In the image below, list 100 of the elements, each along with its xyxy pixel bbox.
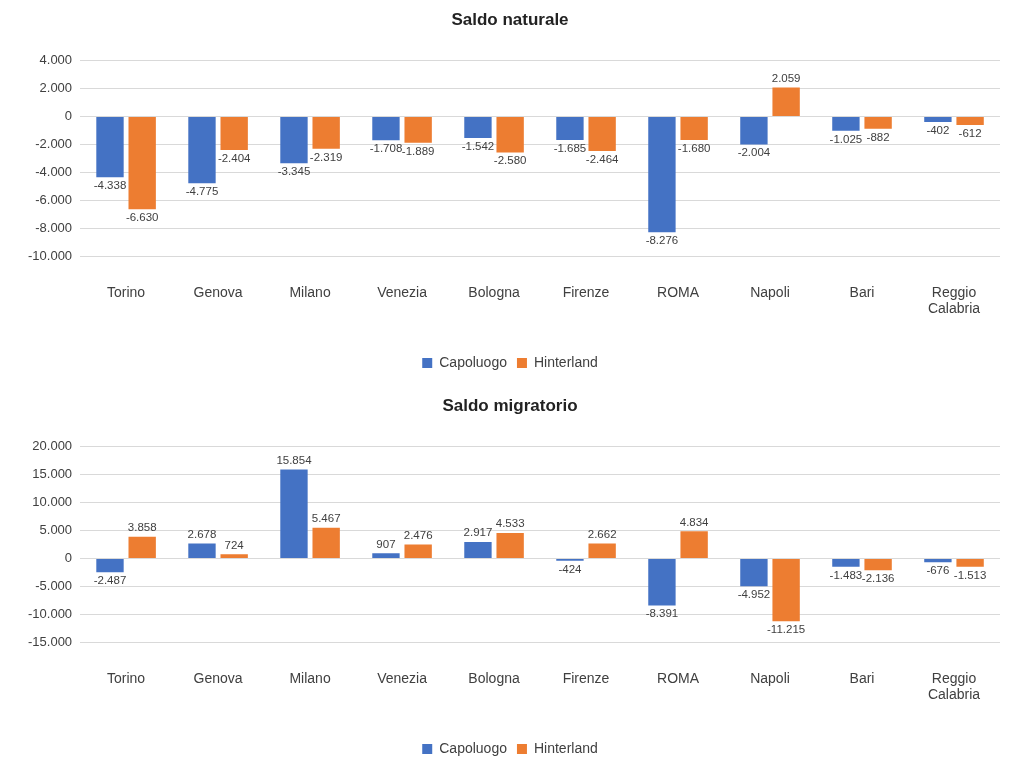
x-tick-label: Venezia [377, 283, 428, 300]
chart-title: Saldo migratorio [442, 395, 578, 415]
data-label: -1.680 [677, 141, 711, 154]
data-label: -424 [558, 562, 583, 575]
data-label: 3.858 [127, 521, 157, 534]
bar [740, 558, 768, 587]
x-tick-label: Venezia [377, 669, 428, 686]
x-tick-label: Napoli [750, 283, 790, 300]
legend-label: Hinterland [533, 739, 598, 756]
x-tick-label: ROMA [657, 283, 700, 300]
data-label: -2.136 [861, 572, 895, 585]
data-label: -2.464 [585, 152, 620, 165]
bar [188, 543, 216, 558]
data-label: 4.533 [495, 517, 525, 530]
data-label: -882 [866, 130, 890, 143]
data-label: 15.854 [276, 454, 313, 467]
x-tick-label: Bari [849, 669, 875, 686]
x-tick-label: Firenze [562, 283, 610, 300]
data-label: -4.338 [93, 179, 127, 192]
data-label: 2.662 [587, 527, 617, 540]
data-label: -676 [926, 564, 950, 577]
x-tick-label: Bologna [468, 283, 520, 300]
bar [464, 542, 492, 558]
data-label: 4.834 [679, 515, 710, 528]
y-tick-label: 10.000 [32, 493, 73, 509]
x-tick-label: Bologna [468, 669, 520, 686]
data-label: 2.059 [771, 72, 801, 84]
y-tick-label: -2.000 [35, 135, 73, 151]
data-label: -1.483 [829, 568, 863, 581]
x-tick-label: Torino [107, 669, 146, 686]
y-tick-label: -5.000 [35, 577, 73, 593]
data-label: -612 [958, 126, 982, 139]
data-label: -4.775 [185, 185, 219, 198]
bar [680, 531, 708, 558]
legend-label: Capoluogo [439, 353, 508, 370]
data-label: -11.215 [767, 623, 806, 636]
x-tick-label: Firenze [562, 669, 610, 686]
bar [832, 558, 860, 567]
legend-label: Hinterland [533, 353, 598, 370]
bar [956, 558, 984, 567]
y-tick-label: 4.000 [39, 51, 73, 67]
y-tick-label: 2.000 [39, 79, 73, 95]
y-tick-label: 0 [64, 107, 73, 123]
y-tick-label: 20.000 [32, 437, 73, 453]
bar [404, 544, 432, 558]
data-label: -2.580 [493, 154, 527, 167]
data-label: 2.678 [187, 527, 217, 540]
x-tick-label: Bari [849, 283, 875, 300]
bar [864, 558, 892, 571]
y-tick-label: 15.000 [32, 465, 73, 481]
data-label: -1.542 [461, 139, 495, 152]
bar [588, 543, 616, 558]
data-label: -8.276 [645, 234, 679, 247]
y-tick-label: -6.000 [35, 191, 73, 207]
x-tick-label: Genova [193, 283, 243, 300]
y-tick-label: -4.000 [35, 163, 73, 179]
bar [496, 533, 524, 558]
data-label: -1.025 [829, 132, 863, 145]
bar [312, 527, 340, 558]
data-label: -3.345 [277, 165, 311, 178]
x-tick-label: Milano [289, 669, 331, 686]
data-label: 724 [224, 538, 245, 551]
y-tick-label: -10.000 [28, 605, 73, 621]
y-tick-label: 5.000 [39, 521, 73, 537]
data-label: -8.391 [645, 607, 679, 620]
x-tick-label: Napoli [750, 669, 790, 686]
x-tick-label: Reggio Calabria [927, 283, 981, 317]
y-tick-label: -8.000 [35, 219, 73, 235]
data-label: 907 [376, 537, 396, 550]
data-label: 2.917 [463, 526, 493, 539]
chart-title: Saldo naturale [451, 9, 569, 29]
x-tick-label: ROMA [657, 669, 700, 686]
y-tick-label: 0 [64, 549, 73, 565]
data-label: -2.004 [737, 146, 771, 159]
legend-label: Capoluogo [439, 739, 508, 756]
data-label: -2.487 [93, 574, 127, 587]
data-label: -1.513 [953, 568, 987, 581]
bar [128, 536, 156, 558]
data-label: 5.467 [311, 512, 341, 525]
data-label: -402 [926, 123, 950, 136]
y-tick-label: -10.000 [28, 247, 73, 263]
y-tick-label: -15.000 [28, 633, 73, 649]
bar [220, 554, 248, 558]
x-tick-label: Genova [193, 669, 243, 686]
bar [772, 558, 800, 622]
data-label: -1.889 [401, 144, 435, 157]
data-label: -4.952 [737, 588, 771, 601]
x-tick-label: Reggio Calabria [927, 669, 981, 703]
bar [648, 558, 676, 606]
data-label: 2.476 [403, 528, 433, 541]
bar [372, 553, 400, 558]
data-label: -1.708 [369, 142, 403, 155]
data-label: -2.319 [309, 150, 343, 163]
x-tick-label: Milano [289, 283, 331, 300]
data-label: -1.685 [553, 141, 587, 154]
data-label: -6.630 [125, 211, 159, 224]
bar [924, 558, 952, 563]
data-label: -2.404 [217, 151, 252, 164]
bar [96, 558, 124, 573]
x-tick-label: Torino [107, 283, 146, 300]
